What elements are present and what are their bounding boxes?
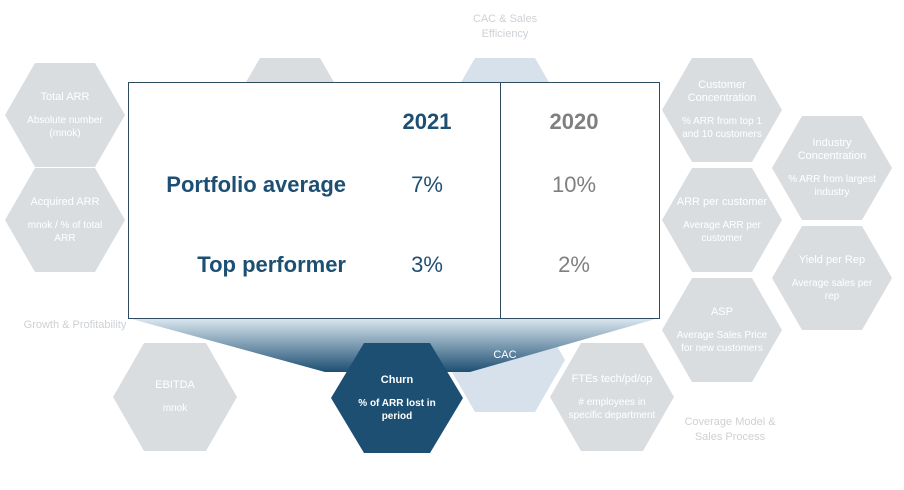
hexagon-text: Customer Concentration % ARR from top 1 a… [676,58,767,162]
hexagon-description: mnok / % of total ARR [27,219,103,244]
table-value: 10% [551,172,597,197]
hexagon-text: Yield per Rep Average sales per rep [786,226,877,330]
hexagon [550,343,674,451]
hexagon [113,343,237,451]
column-header: 2021 [402,109,452,134]
hexagon-title: Yield per Rep [798,253,866,266]
hexagon-description: Average ARR per customer [683,219,761,244]
comparison-table: 2021 2020 Portfolio average 7% 10% Top perfor… [128,82,660,319]
hexagon [772,226,892,330]
group-label: Growth & Profitability [23,319,127,331]
hexagon-description: Average sales per rep [791,277,873,302]
hexagon-text: Industry Concentration % ARR from largest… [786,116,877,220]
hexagon-description: Average Sales Price for new customers [676,329,768,354]
divider [500,83,501,318]
hexagon [5,63,125,167]
hexagon-title: Total ARR [40,90,90,103]
group-label: Coverage Model & Sales Process [684,416,776,443]
hexagon-title: ASP [710,305,733,318]
hexagon [331,343,463,453]
hexagon-text: Total ARR Absolute number (mnok) [19,63,110,167]
hexagon-text: ARR per customer Average ARR per customer [676,168,767,272]
hexagon-text: FTEs tech/pd/op # employees in specific d… [565,343,659,451]
hexagon-title: EBITDA [155,379,195,391]
hexagon-description: % ARR from top 1 and 10 customers [681,116,762,140]
column-header: 2020 [549,109,599,134]
hexagon-description: % of ARR lost in period [358,397,436,422]
hexagon-text: Churn % of ARR lost in period [347,343,447,453]
hexagon-text: ASP Average Sales Price for new customers [676,278,767,382]
hexagon-title: FTEs tech/pd/op [571,372,653,385]
hexagon-title: Customer Concentration [687,79,757,104]
hexagon-description: # employees in specific department [568,396,656,421]
hexagon-title: ARR per customer [676,195,768,208]
hexagon-title: CAC [493,348,517,361]
hexagon-text: Acquired ARR mnok / % of total ARR [19,168,110,272]
hexagon [662,278,782,382]
hexagon-title: Churn [380,373,414,386]
row-label: Portfolio average [166,172,346,197]
table-value: 3% [411,252,443,277]
hexagon-description: mnok [162,403,188,414]
hexagon-title: Industry Concentration [797,137,867,162]
hexagon [662,168,782,272]
hexagon-description: Absolute number (mnok) [27,114,103,139]
hexagon-description: % ARR from largest industry [788,174,876,198]
hexagon-title: Acquired ARR [30,195,100,208]
hexagon [5,168,125,272]
hexagon-text: EBITDA mnok [128,343,222,451]
table-value: 2% [558,252,590,277]
row-label: Top performer [197,252,346,277]
hexagon-text: CAC [459,308,550,412]
hexagon [662,58,782,162]
hexagon [772,116,892,220]
group-label: CAC & Sales Efficiency [472,13,538,40]
table-value: 7% [411,172,443,197]
